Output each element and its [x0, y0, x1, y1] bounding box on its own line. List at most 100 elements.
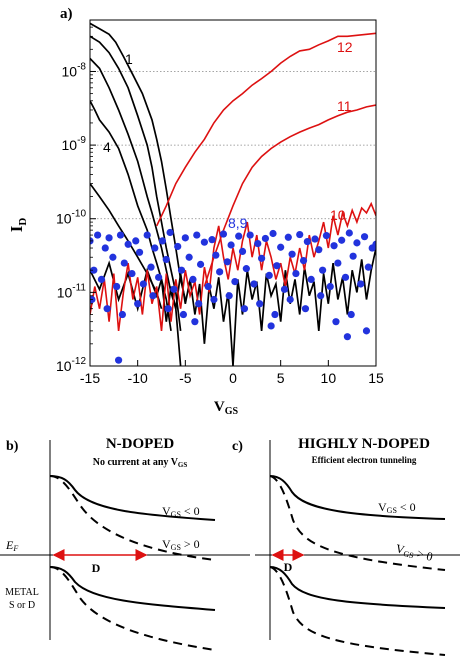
x-tick-label: -10 — [128, 370, 148, 386]
scatter-point — [296, 230, 304, 239]
scatter-point — [364, 263, 372, 271]
x-tick-labels: -15 -10 -5 0 5 10 15 — [80, 370, 384, 386]
scatter-point — [288, 250, 296, 258]
curve-label-4: 4 — [103, 139, 111, 155]
scatter-point — [158, 237, 167, 245]
scatter-point — [116, 231, 125, 239]
panel-c-title: HIGHLY N-DOPED — [298, 436, 430, 452]
curve-label-10: 10 — [330, 207, 346, 223]
scatter-point — [155, 273, 163, 281]
black-curve-1 — [90, 22, 187, 300]
scatter-point — [231, 278, 239, 286]
scatter-point — [113, 282, 121, 291]
scatter-point — [200, 238, 208, 246]
y-tick-label: 10-9 — [62, 135, 87, 153]
black-curve-6 — [90, 247, 376, 366]
scatter-point — [303, 237, 311, 246]
panel-c-vgs-neg: VGS < 0 — [378, 500, 416, 515]
panel-b-ef-label: EF — [5, 538, 18, 553]
panel-c-cb-pos — [269, 475, 446, 571]
panel-b-cb-neg — [49, 475, 216, 521]
scatter-point — [191, 318, 199, 326]
black-curve-3 — [90, 57, 182, 366]
scatter-point — [265, 271, 273, 279]
scatter-point — [238, 247, 247, 256]
scatter-point — [347, 310, 355, 319]
panel-b-d-label: D — [92, 561, 101, 575]
panel-c-vb-pos — [269, 566, 446, 656]
scatter-point — [147, 263, 155, 271]
scatter-point — [267, 322, 275, 330]
y-tick-label: 10-8 — [62, 61, 87, 79]
panel-b-vgs-pos: VGS > 0 — [162, 537, 200, 552]
scatter-point — [164, 305, 172, 313]
scatter-point — [284, 233, 292, 241]
red-curve-12 — [155, 32, 376, 227]
plot-area — [90, 22, 376, 366]
panel-b-label: b) — [6, 439, 19, 454]
axis-ticks — [89, 19, 377, 367]
scatter-point — [118, 310, 127, 319]
scatter-point — [372, 240, 376, 248]
scatter-point — [307, 275, 315, 284]
scatter-point — [301, 305, 310, 313]
panel-a: a) 10-12 10-11 10-10 10-9 10-8 -15 -10 -5 0 5 10 1… — [7, 6, 384, 417]
scatter-point — [326, 282, 334, 291]
scatter-point — [280, 285, 289, 293]
panel-b-metal-sub-label: S or D — [9, 600, 35, 611]
scatter-point — [181, 234, 189, 242]
scatter-point — [128, 269, 136, 278]
scatter-point — [357, 280, 365, 288]
scatter-point — [338, 236, 346, 244]
panel-a-label: a) — [60, 6, 73, 22]
scatter-point — [317, 292, 325, 300]
scatter-point — [319, 266, 327, 274]
scatter-point — [345, 229, 353, 237]
scatter-point — [311, 235, 319, 243]
y-axis-label: ID — [7, 218, 29, 233]
scatter-point — [286, 295, 294, 304]
scatter-point — [362, 327, 371, 335]
scatter-point — [193, 231, 201, 239]
black-curve-2 — [90, 35, 182, 332]
panel-c: c) HIGHLY N-DOPED Efficient electron tun… — [232, 436, 460, 656]
scatter-point — [246, 231, 254, 239]
scatter-point — [360, 233, 369, 241]
y-tick-label: 10-10 — [56, 209, 86, 227]
scatter-point — [261, 234, 270, 243]
scatter-point — [149, 292, 157, 300]
scatter-point — [210, 295, 218, 304]
scatter-point — [292, 269, 300, 278]
scatter-point — [258, 254, 266, 262]
panel-c-d-label: D — [284, 560, 293, 574]
scatter-point — [170, 285, 178, 293]
scatter-point — [343, 333, 351, 341]
scatter-point — [162, 255, 170, 264]
scatter-point — [353, 239, 361, 247]
y-tick-label: 10-12 — [56, 356, 86, 374]
panel-b-vgs-neg: VGS < 0 — [162, 504, 200, 519]
scatter-point — [90, 266, 98, 274]
panel-b-subtitle: No current at any VGS — [93, 457, 188, 469]
scatter-point — [212, 251, 220, 259]
x-tick-label: 10 — [321, 370, 337, 386]
panel-b-vb-neg — [49, 566, 216, 611]
scatter-point — [166, 228, 174, 237]
x-tick-label: -5 — [179, 370, 192, 386]
scatter-point — [341, 273, 350, 281]
red-curve-11 — [203, 104, 376, 287]
scatter-point — [177, 266, 186, 274]
scatter-point — [135, 248, 144, 256]
panel-c-vgs-pos: VGS > 0 — [394, 541, 434, 565]
x-tick-label: 15 — [368, 370, 384, 386]
scatter-point — [132, 237, 140, 245]
scatter-point — [227, 241, 235, 249]
y-tick-labels: 10-12 10-11 10-10 10-9 10-8 — [56, 61, 86, 374]
x-axis-label: VGS — [214, 399, 239, 417]
scatter-point — [195, 300, 203, 308]
scatter-point — [134, 300, 142, 308]
scatter-point — [277, 243, 285, 251]
curve-label-12: 12 — [337, 39, 353, 55]
x-tick-label: 5 — [277, 370, 285, 386]
